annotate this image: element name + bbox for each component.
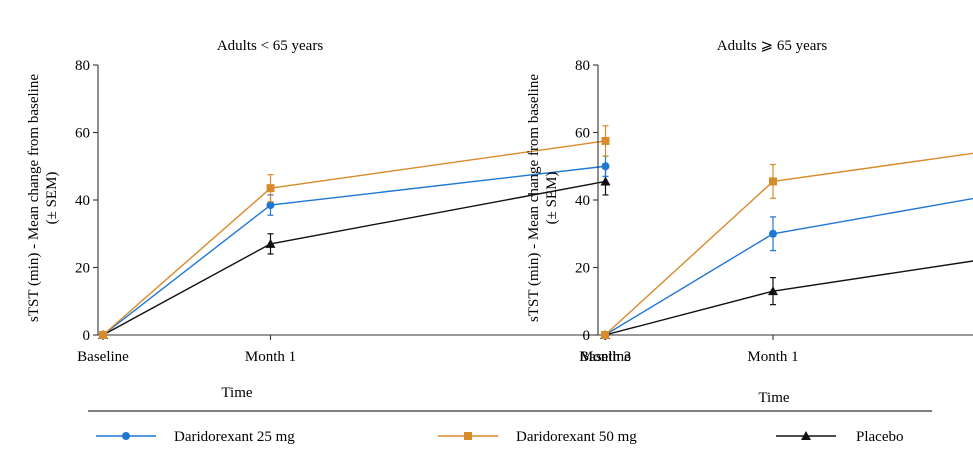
x-tick-label: Baseline xyxy=(579,349,631,365)
data-point xyxy=(265,238,276,248)
data-point xyxy=(601,136,610,145)
legend-marker xyxy=(801,431,811,440)
series-line xyxy=(604,197,973,336)
series-daridorexant-50 xyxy=(601,152,973,339)
y-tick-label: 80 xyxy=(75,58,90,74)
data-point xyxy=(768,286,778,296)
x-axis-label: Time xyxy=(221,385,252,401)
y-axis-label-line2: (± SEM) xyxy=(44,172,60,225)
y-axis-label: sTST (min) - Mean change from baseline (… xyxy=(526,74,560,322)
series-line xyxy=(604,152,973,336)
y-tick-label: 40 xyxy=(575,193,590,209)
legend-label: Placebo xyxy=(856,429,903,445)
x-tick-label: Month 3 xyxy=(580,349,631,365)
series-placebo xyxy=(600,260,973,339)
y-tick-label: 0 xyxy=(583,328,591,344)
x-tick-label: Month 1 xyxy=(747,349,798,365)
chart-panel-adults-under-65: Adults < 65 years sTST (min) - Mean chan… xyxy=(26,38,631,401)
legend-item-daridorexant-50: Daridorexant 50 mg xyxy=(438,429,637,445)
legend: Daridorexant 25 mg Daridorexant 50 mg Plac… xyxy=(96,429,903,445)
chart-title: Adults ⩾ 65 years xyxy=(717,38,828,54)
x-tick-label: Month 1 xyxy=(245,349,296,365)
legend-marker xyxy=(464,432,472,440)
data-point xyxy=(99,331,107,339)
axes: 0 20 40 60 80 Baseline Month 1 Month 3 xyxy=(75,58,631,365)
chart-title: Adults < 65 years xyxy=(217,38,324,54)
x-tick-label: Baseline xyxy=(77,349,129,365)
y-axis-label-line2: (± SEM) xyxy=(544,172,560,225)
chart-panel-adults-65-and-over: Adults ⩾ 65 years sTST (min) - Mean chan… xyxy=(526,38,973,406)
data-point xyxy=(769,177,777,186)
y-tick-label: 40 xyxy=(75,193,90,209)
legend-item-placebo: Placebo xyxy=(776,429,903,445)
y-axis-label: sTST (min) - Mean change from baseline (… xyxy=(26,74,60,322)
series-line xyxy=(604,260,973,336)
data-point xyxy=(266,201,275,210)
axes: 0 20 40 60 80 Baseline Month 1 Month 3 xyxy=(575,58,973,365)
legend-label: Daridorexant 50 mg xyxy=(516,429,637,445)
series-daridorexant-25 xyxy=(601,197,973,339)
series-daridorexant-50 xyxy=(99,125,610,339)
data-point xyxy=(601,331,609,339)
data-point xyxy=(266,184,275,193)
data-point xyxy=(600,176,611,186)
y-axis-label-line1: sTST (min) - Mean change from baseline xyxy=(526,74,542,322)
y-tick-label: 20 xyxy=(575,261,590,277)
y-tick-label: 80 xyxy=(575,58,590,74)
data-point xyxy=(601,162,610,171)
y-axis-label-line1: sTST (min) - Mean change from baseline xyxy=(26,74,42,322)
data-point xyxy=(769,229,777,238)
legend-item-daridorexant-25: Daridorexant 25 mg xyxy=(96,429,295,445)
y-tick-label: 60 xyxy=(575,126,590,142)
y-tick-label: 60 xyxy=(75,126,90,142)
legend-label: Daridorexant 25 mg xyxy=(174,429,295,445)
legend-marker xyxy=(122,432,130,440)
y-tick-label: 0 xyxy=(83,328,91,344)
y-tick-label: 20 xyxy=(75,261,90,277)
x-axis-label: Time xyxy=(758,390,789,406)
